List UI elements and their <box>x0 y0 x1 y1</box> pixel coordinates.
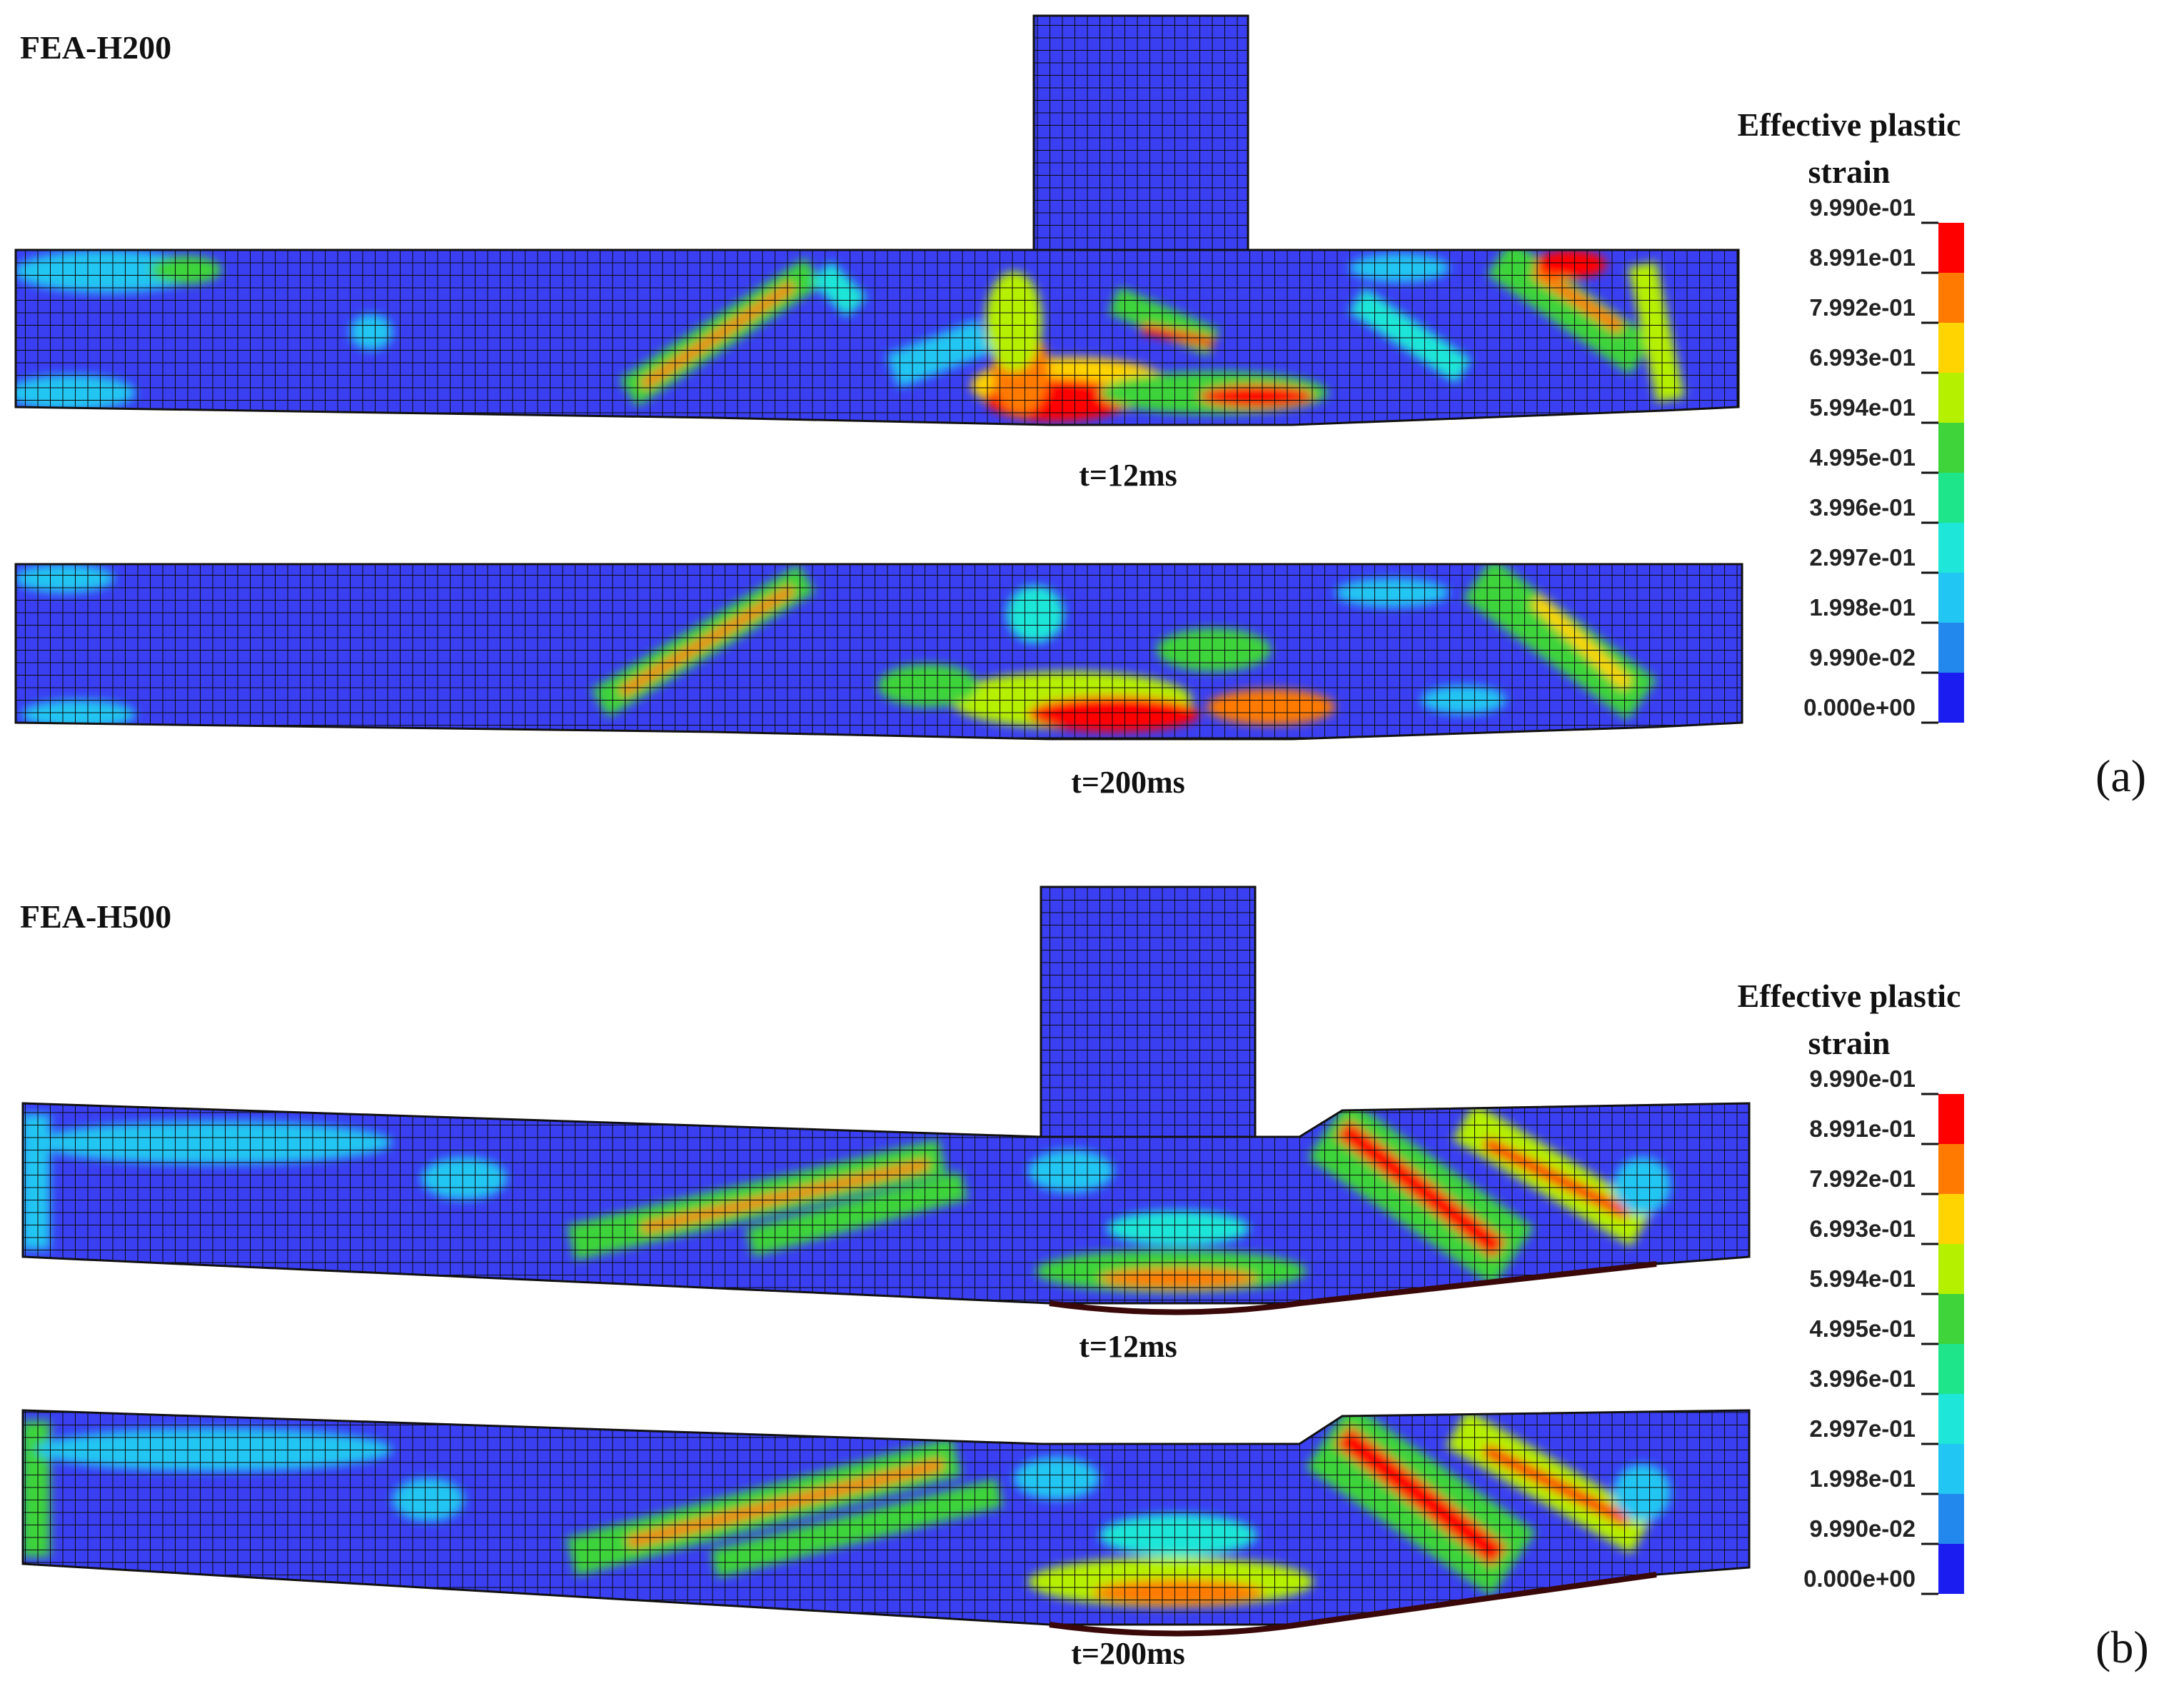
colorbar-a-segment-0 <box>1938 223 1964 273</box>
colorbar-b-tick-label-6: 3.996e-01 <box>1809 1365 1916 1392</box>
time-label-a-t200: t=200ms <box>1071 765 1185 800</box>
colorbar-a-tick-label-4: 5.994e-01 <box>1809 394 1916 421</box>
colorbar-b-tick-label-7: 2.997e-01 <box>1809 1415 1916 1442</box>
colorbar-b-segment-6 <box>1938 1394 1964 1444</box>
colorbar-b-segment-5 <box>1938 1344 1964 1394</box>
time-label-b-t200: t=200ms <box>1071 1636 1185 1671</box>
colorbar-a-segment-3 <box>1938 373 1964 423</box>
colorbar-title-b-line2: strain <box>1808 1025 1891 1061</box>
colorbar-b-tick-label-9: 9.990e-02 <box>1809 1515 1916 1542</box>
colorbar-a-segment-5 <box>1938 473 1964 523</box>
colorbar-b-segment-9 <box>1938 1544 1964 1594</box>
colorbar-b-segment-7 <box>1938 1444 1964 1494</box>
colorbar-a-tick-label-8: 1.998e-01 <box>1809 594 1916 621</box>
colorbar-b <box>1921 1093 1964 1595</box>
beam-a-t12-outline <box>14 249 1740 426</box>
case-label-b: FEA-H500 <box>20 898 172 935</box>
beam-b-t200-dark-edge <box>1049 1572 1657 1637</box>
time-label-a-t12: t=12ms <box>1079 458 1177 493</box>
colorbar-b-tick-label-5: 4.995e-01 <box>1809 1315 1916 1342</box>
colorbar-title-a-line2: strain <box>1808 154 1891 190</box>
colorbar-title-b-line1: Effective plastic <box>1737 978 1961 1014</box>
colorbar-b-segment-2 <box>1938 1194 1964 1244</box>
colorbar-b-tick-label-1: 8.991e-01 <box>1809 1115 1916 1142</box>
colorbar-a-segment-9 <box>1938 673 1964 723</box>
impactor-block-a <box>1032 14 1249 264</box>
colorbar-b-tick-label-0: 9.990e-01 <box>1809 1065 1916 1092</box>
beam-b-t12 <box>23 1103 1749 1303</box>
time-label-b-t12: t=12ms <box>1079 1329 1177 1364</box>
colorbar-a-segment-2 <box>1938 323 1964 373</box>
colorbar-a-tick-label-10: 0.000e+00 <box>1803 694 1916 721</box>
beam-a-t200-outline <box>14 563 1743 741</box>
colorbar-a <box>1921 221 1964 724</box>
beam-b-t200-outline <box>21 1409 1751 1626</box>
colorbar-a-segment-8 <box>1938 623 1964 673</box>
colorbar-a-tick-label-7: 2.997e-01 <box>1809 544 1916 571</box>
colorbar-a-tick-label-9: 9.990e-02 <box>1809 644 1916 671</box>
beam-a-t200 <box>16 564 1742 739</box>
colorbar-b-segment-1 <box>1938 1144 1964 1194</box>
colorbar-b-tick-label-4: 5.994e-01 <box>1809 1265 1916 1292</box>
impactor-block-b <box>1040 885 1257 1138</box>
colorbar-b-tick-label-8: 1.998e-01 <box>1809 1465 1916 1492</box>
colorbar-title-a: Effective plastic strain <box>1699 101 1999 196</box>
colorbar-title-a-line1: Effective plastic <box>1737 106 1961 143</box>
colorbar-b-segment-0 <box>1938 1094 1964 1144</box>
colorbar-b-tick-label-3: 6.993e-01 <box>1809 1215 1916 1242</box>
colorbar-a-tick-label-1: 8.991e-01 <box>1809 244 1916 271</box>
colorbar-a-tick-label-2: 7.992e-01 <box>1809 294 1916 321</box>
colorbar-b-segment-8 <box>1938 1494 1964 1544</box>
colorbar-b-tick-label-10: 0.000e+00 <box>1803 1565 1916 1592</box>
case-label-a: FEA-H200 <box>20 29 172 66</box>
panel-label-a: (a) <box>2095 751 2147 801</box>
colorbar-a-tick-label-6: 3.996e-01 <box>1809 494 1916 521</box>
beam-b-t200 <box>23 1410 1749 1625</box>
colorbar-a-segment-1 <box>1938 273 1964 323</box>
colorbar-b-segment-4 <box>1938 1294 1964 1344</box>
colorbar-a-segment-6 <box>1938 523 1964 573</box>
colorbar-a-segment-7 <box>1938 573 1964 623</box>
colorbar-b-segment-3 <box>1938 1244 1964 1294</box>
panel-label-b: (b) <box>2095 1622 2149 1672</box>
beam-b-t12-dark-edge <box>1049 1261 1657 1315</box>
colorbar-a-tick-label-3: 6.993e-01 <box>1809 344 1916 371</box>
beam-b-t12-outline <box>21 1102 1751 1305</box>
beam-a-t12 <box>16 250 1738 425</box>
colorbar-b-tick-label-2: 7.992e-01 <box>1809 1165 1916 1192</box>
colorbar-title-b: Effective plastic strain <box>1699 973 1999 1067</box>
colorbar-a-segment-4 <box>1938 423 1964 473</box>
colorbar-a-tick-label-0: 9.990e-01 <box>1809 194 1916 221</box>
colorbar-a-tick-label-5: 4.995e-01 <box>1809 444 1916 471</box>
